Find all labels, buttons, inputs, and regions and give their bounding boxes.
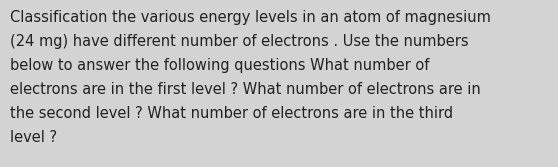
Text: Classification the various energy levels in an atom of magnesium: Classification the various energy levels…: [10, 10, 491, 25]
Text: level ?: level ?: [10, 130, 57, 145]
Text: the second level ? What number of electrons are in the third: the second level ? What number of electr…: [10, 106, 453, 121]
Text: below to answer the following questions What number of: below to answer the following questions …: [10, 58, 429, 73]
Text: electrons are in the first level ? What number of electrons are in: electrons are in the first level ? What …: [10, 82, 481, 97]
Text: (24 mg) have different number of electrons . Use the numbers: (24 mg) have different number of electro…: [10, 34, 469, 49]
